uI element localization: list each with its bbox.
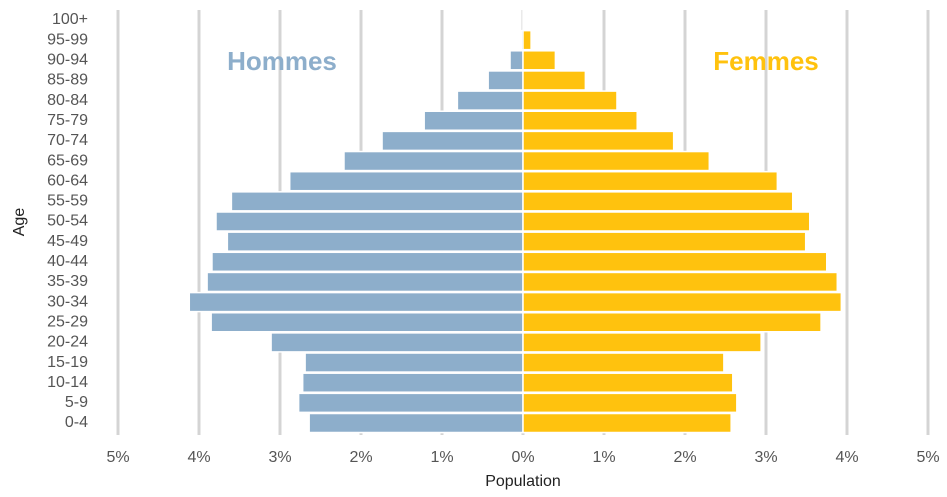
bar — [308, 412, 524, 434]
bar — [206, 271, 524, 293]
bar — [226, 231, 524, 252]
y-tick-label: 100+ — [52, 11, 88, 28]
x-tick-label: 2% — [349, 449, 372, 466]
y-tick-label: 45-49 — [47, 233, 88, 250]
bar — [304, 352, 524, 373]
y-tick-label: 35-39 — [47, 273, 88, 290]
bar — [522, 90, 618, 111]
x-tick-label: 4% — [835, 449, 858, 466]
bar — [522, 372, 734, 393]
x-tick-label: 0% — [511, 449, 534, 466]
bar — [456, 90, 524, 111]
bar — [423, 110, 524, 131]
bar — [487, 70, 524, 91]
y-axis-title: Age — [11, 208, 28, 237]
x-tick-label: 1% — [430, 449, 453, 466]
y-tick-label: 50-54 — [47, 213, 88, 230]
bar — [522, 9, 525, 31]
y-tick-label: 0-4 — [65, 414, 88, 431]
bar — [211, 251, 524, 273]
x-tick-label: 5% — [916, 449, 939, 466]
y-tick-label: 25-29 — [47, 313, 88, 330]
y-tick-label: 15-19 — [47, 354, 88, 371]
x-tick-label: 3% — [268, 449, 291, 466]
bar — [522, 312, 822, 333]
bar — [215, 211, 524, 232]
bar — [188, 291, 524, 313]
bar — [509, 50, 524, 71]
bar — [522, 130, 675, 152]
bar — [522, 392, 738, 414]
bar — [288, 170, 524, 192]
y-tick-label: 95-99 — [47, 31, 88, 48]
series-label: Hommes — [227, 46, 337, 76]
bar — [522, 191, 794, 212]
bar — [522, 211, 811, 232]
y-tick-label: 85-89 — [47, 72, 88, 89]
y-tick-label: 75-79 — [47, 112, 88, 129]
x-tick-label: 1% — [592, 449, 615, 466]
bar — [301, 372, 524, 393]
bar — [522, 412, 732, 434]
y-tick-label: 90-94 — [47, 52, 88, 69]
bar — [522, 29, 532, 51]
series-label: Femmes — [713, 46, 819, 76]
x-tick-label: 5% — [106, 449, 129, 466]
bar — [522, 70, 587, 91]
y-tick-label: 70-74 — [47, 132, 88, 149]
y-tick-label: 40-44 — [47, 253, 88, 270]
bar — [522, 50, 557, 71]
bar — [210, 312, 524, 333]
bar — [522, 271, 839, 293]
bar — [343, 150, 524, 172]
bar — [522, 352, 725, 373]
x-axis-title: Population — [485, 473, 561, 490]
bar — [522, 291, 843, 313]
bar — [381, 130, 524, 152]
bar — [522, 251, 828, 273]
y-tick-label: 10-14 — [47, 374, 88, 391]
y-tick-label: 5-9 — [65, 394, 88, 411]
x-tick-label: 4% — [187, 449, 210, 466]
x-tick-label: 2% — [673, 449, 696, 466]
y-tick-label: 80-84 — [47, 92, 88, 109]
bar — [522, 110, 638, 131]
y-tick-label: 60-64 — [47, 172, 88, 189]
y-tick-label: 30-34 — [47, 293, 88, 310]
x-tick-label: 3% — [754, 449, 777, 466]
bar — [522, 332, 762, 353]
y-tick-label: 65-69 — [47, 152, 88, 169]
y-tick-label: 20-24 — [47, 334, 88, 351]
bar — [522, 150, 711, 172]
bar — [297, 392, 524, 414]
bar — [522, 231, 807, 252]
y-tick-label: 55-59 — [47, 193, 88, 210]
bar — [270, 332, 524, 353]
bar — [522, 170, 779, 192]
bar — [230, 191, 524, 212]
